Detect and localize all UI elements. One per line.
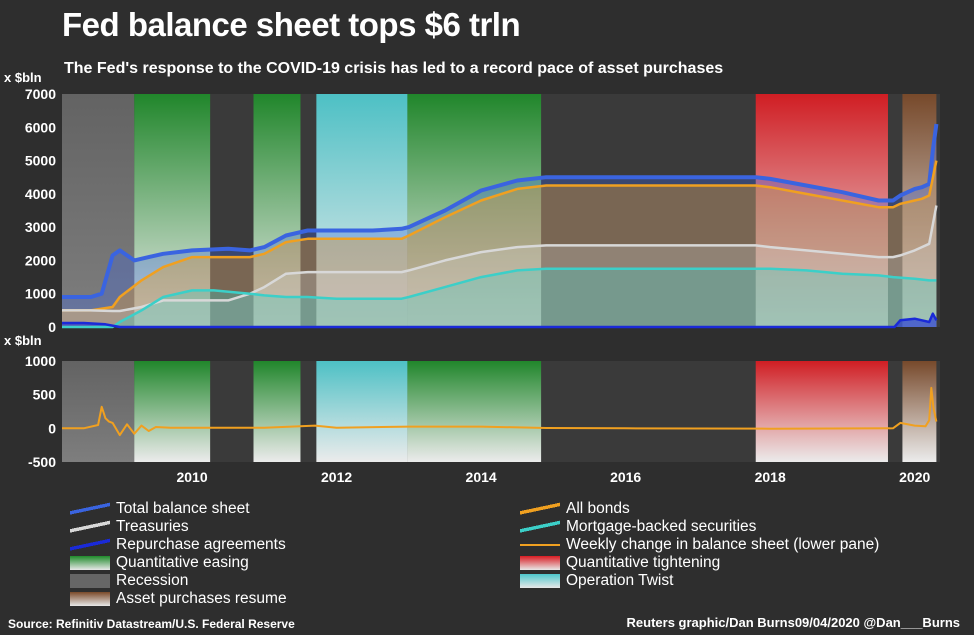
line-treasuries — [62, 205, 938, 313]
lower-y-unit-label: x $bln — [4, 333, 42, 348]
lower-band-resume-6 — [902, 361, 937, 462]
lower-y-tick--500: -500 — [28, 454, 56, 470]
upper-y-tick-2000: 2000 — [25, 252, 56, 268]
upper-band-qe-4 — [407, 94, 542, 327]
line-mbs — [62, 267, 937, 329]
legend-swatch-recession — [70, 574, 110, 588]
line-repo — [62, 312, 938, 329]
legend-label-total: Total balance sheet — [116, 500, 250, 517]
upper-y-tick-7000: 7000 — [25, 86, 56, 102]
x-tick-2016: 2016 — [610, 469, 641, 485]
upper-y-tick-5000: 5000 — [25, 153, 56, 169]
lower-band-qt-5 — [755, 361, 888, 462]
lower-band-recession-0 — [62, 361, 135, 462]
legend-swatch-mbs — [520, 515, 560, 539]
legend-label-qt: Quantitative tightening — [566, 554, 721, 571]
legend-label-mbs: Mortgage-backed securities — [566, 518, 757, 535]
chart-title: Fed balance sheet tops $6 trln — [62, 6, 521, 43]
upper-band-recession-0 — [62, 94, 135, 327]
legend-label-recession: Recession — [116, 572, 189, 589]
lower-y-tick-0: 0 — [48, 420, 56, 436]
line-total — [62, 123, 939, 299]
legend-item-mbs: Mortgage-backed securities — [520, 515, 757, 539]
legend-item-total: Total balance sheet — [70, 497, 250, 521]
source-note: Source: Refinitiv Datastream/U.S. Federa… — [8, 617, 295, 631]
x-tick-2018: 2018 — [755, 469, 786, 485]
upper-band-qe-1 — [134, 94, 211, 327]
upper-band-twist-3 — [316, 94, 408, 327]
upper-y-tick-6000: 6000 — [25, 119, 56, 135]
legend-label-weekly: Weekly change in balance sheet (lower pa… — [566, 536, 880, 553]
x-tick-2014: 2014 — [466, 469, 497, 485]
upper-y-tick-0: 0 — [48, 319, 56, 335]
lower-band-twist-3 — [316, 361, 408, 462]
chart-subtitle: The Fed's response to the COVID-19 crisi… — [64, 60, 724, 77]
chart-canvas: 7000600050004000300020001000010005000-50… — [25, 86, 940, 485]
legend-label-twist: Operation Twist — [566, 572, 674, 589]
area-mbs — [62, 268, 937, 327]
legend-item-resume: Asset purchases resume — [70, 590, 287, 608]
legend-item-bonds: All bonds — [520, 497, 630, 521]
legend-item-recession: Recession — [70, 572, 188, 590]
legend-item-weekly: Weekly change in balance sheet (lower pa… — [520, 536, 879, 554]
upper-y-tick-3000: 3000 — [25, 219, 56, 235]
x-tick-2020: 2020 — [899, 469, 930, 485]
legend-swatch-twist — [520, 574, 560, 588]
upper-band-qt-5 — [755, 94, 888, 327]
lower-band-qe-4 — [407, 361, 542, 462]
line-bonds — [62, 160, 938, 312]
legend-item-qe: Quantitative easing — [70, 554, 249, 572]
line-weekly-change — [62, 386, 938, 437]
legend: Total balance sheet All bonds Treasuries Mo… — [70, 497, 950, 612]
lower-y-tick-1000: 1000 — [25, 353, 56, 369]
x-tick-2010: 2010 — [176, 469, 207, 485]
legend-item-qt: Quantitative tightening — [520, 554, 720, 572]
area-bonds — [62, 160, 937, 327]
upper-band-resume-6 — [902, 94, 937, 327]
legend-swatch-resume — [70, 592, 110, 606]
upper-y-tick-1000: 1000 — [25, 286, 56, 302]
legend-label-qe: Quantitative easing — [116, 554, 249, 571]
upper-y-tick-4000: 4000 — [25, 186, 56, 202]
legend-item-repo: Repurchase agreements — [70, 533, 286, 557]
legend-item-treasuries: Treasuries — [70, 515, 189, 539]
legend-label-treasuries: Treasuries — [116, 518, 189, 535]
credit-note: Reuters graphic/Dan Burns09/04/2020 @Dan… — [626, 615, 960, 630]
legend-swatch-weekly — [520, 538, 560, 552]
legend-label-resume: Asset purchases resume — [116, 590, 287, 607]
legend-swatch-repo — [70, 533, 110, 557]
x-tick-2012: 2012 — [321, 469, 352, 485]
lower-band-qe-1 — [134, 361, 211, 462]
legend-label-repo: Repurchase agreements — [116, 536, 286, 553]
legend-item-twist: Operation Twist — [520, 572, 673, 590]
legend-label-bonds: All bonds — [566, 500, 630, 517]
legend-swatch-qe — [70, 556, 110, 570]
legend-swatch-qt — [520, 556, 560, 570]
lower-y-tick-500: 500 — [33, 387, 57, 403]
lower-band-qe-2 — [253, 361, 301, 462]
upper-y-unit-label: x $bln — [4, 70, 42, 85]
